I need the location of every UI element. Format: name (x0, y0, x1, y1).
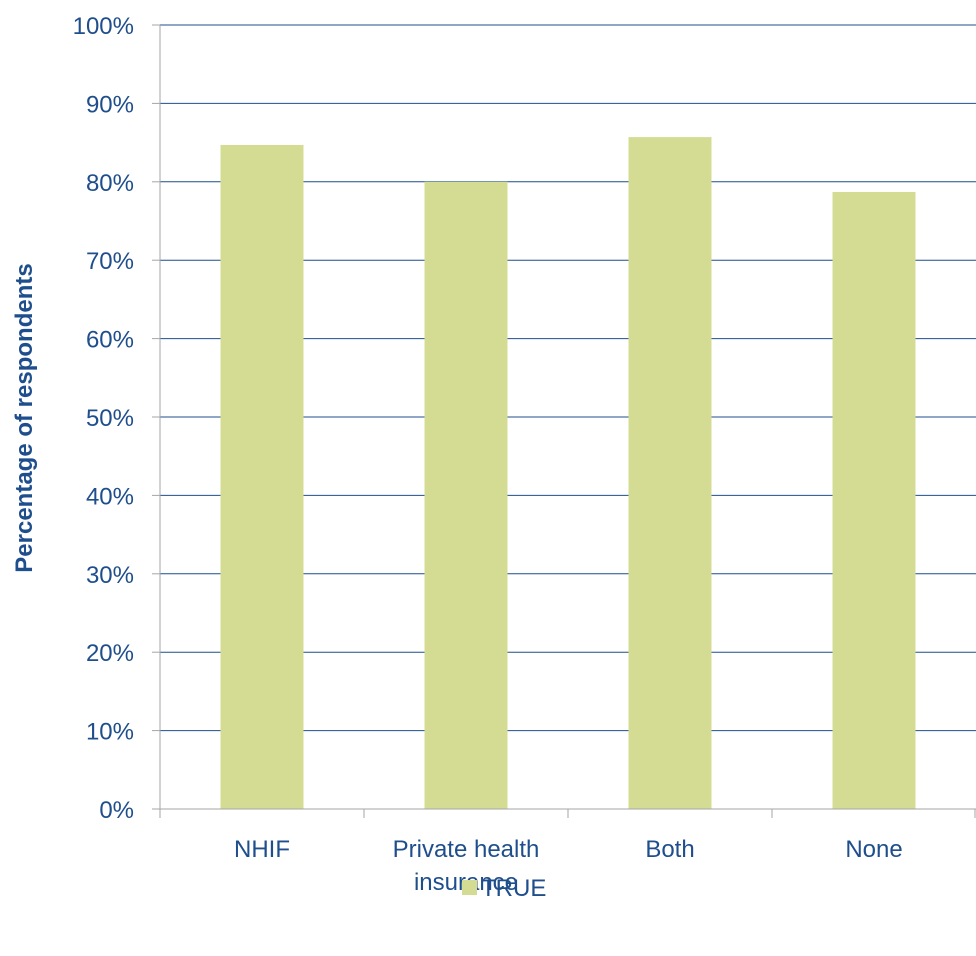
y-tick-label: 100% (73, 13, 134, 40)
y-tick-label: 10% (86, 719, 134, 746)
bar-both (628, 137, 712, 809)
axes (152, 24, 976, 818)
x-tick-label: Private health (393, 836, 540, 863)
bar-none (832, 191, 916, 809)
y-tick-label: 40% (86, 483, 134, 510)
legend: TRUE (462, 875, 546, 902)
y-tick-label: 0% (99, 797, 134, 824)
x-tick-label: Both (645, 836, 694, 863)
bars (220, 137, 916, 810)
y-tick-label: 50% (86, 405, 134, 432)
bar-nhif (220, 144, 304, 809)
y-tick-label: 70% (86, 248, 134, 275)
legend-label: TRUE (481, 875, 546, 902)
y-tick-label: 80% (86, 170, 134, 197)
x-tick-label: NHIF (234, 836, 290, 863)
bar-private-health-insurance (424, 181, 508, 810)
legend-swatch (462, 880, 477, 895)
y-tick-label: 90% (86, 91, 134, 118)
y-axis-title: Percentage of respondents (11, 263, 38, 572)
y-tick-labels: 0% 10% 20% 30% 40% 50% 60% 70% 80% 90% 100% (73, 13, 134, 824)
x-tick-label: None (845, 836, 902, 863)
y-tick-label: 60% (86, 327, 134, 354)
y-tick-label: 20% (86, 640, 134, 667)
y-tick-label: 30% (86, 562, 134, 589)
